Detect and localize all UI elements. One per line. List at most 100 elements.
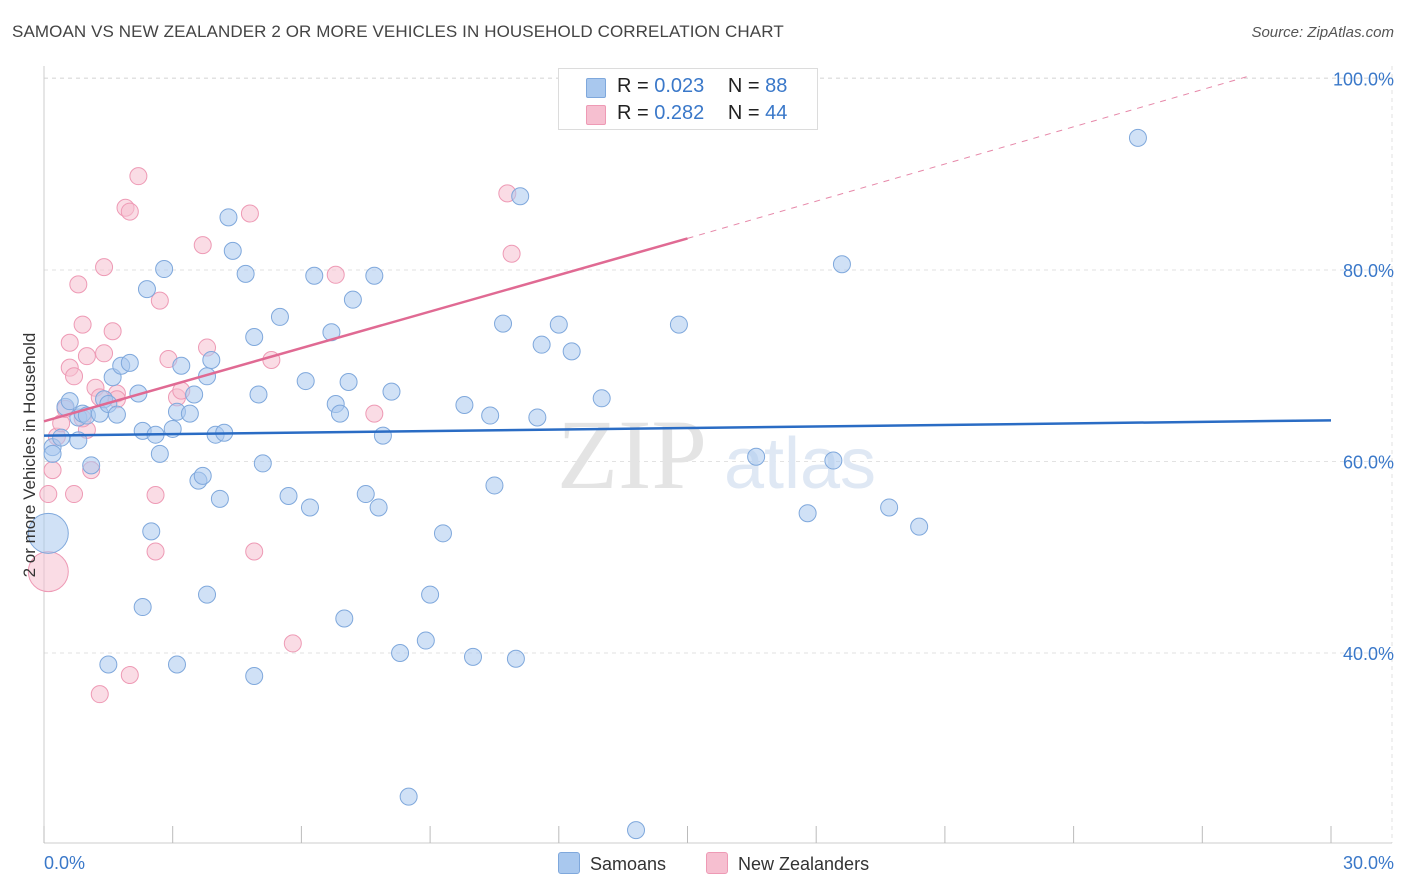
samoans-point <box>253 454 272 473</box>
r-label: R = <box>617 75 649 97</box>
samoans-point <box>416 631 435 650</box>
samoans-point <box>506 649 525 668</box>
samoans-point <box>193 466 212 485</box>
samoans-point <box>433 524 452 543</box>
samoans-point <box>910 517 929 536</box>
nz-point <box>65 485 84 504</box>
nz-trend-extension <box>687 75 1252 239</box>
samoans-point <box>356 485 375 504</box>
samoans-point <box>202 351 221 370</box>
samoans-swatch <box>586 78 606 98</box>
samoans-point <box>107 405 126 424</box>
nz-point <box>43 461 62 480</box>
samoans-point <box>296 372 315 391</box>
samoans-point <box>481 406 500 425</box>
y-tick-label: 60.0% <box>1343 453 1394 473</box>
source-label: Source: ZipAtlas.com <box>1251 24 1394 41</box>
samoans-point <box>391 644 410 662</box>
samoans-point <box>167 655 186 674</box>
samoans-point <box>365 266 384 285</box>
watermark: ZIP atlas <box>557 399 876 510</box>
n-label: N = <box>727 75 760 97</box>
samoans-point <box>60 392 79 411</box>
samoans-point <box>747 447 766 466</box>
samoans-point <box>27 512 69 554</box>
samoans-point <box>133 598 152 617</box>
samoans-point <box>832 255 851 274</box>
samoans-point <box>52 428 71 447</box>
nz-swatch <box>586 105 606 125</box>
samoans-point <box>455 396 474 415</box>
x-tick-label: 0.0% <box>44 853 85 873</box>
samoans-point <box>82 456 101 475</box>
samoans-legend-label: Samoans <box>590 854 667 874</box>
nz-point <box>150 291 169 310</box>
samoans-point <box>382 382 401 401</box>
r-label: R = <box>617 102 649 124</box>
nz-point <box>90 685 109 704</box>
y-axis-label: 2 or more Vehicles in Household <box>20 332 39 578</box>
samoans-point <box>43 444 62 463</box>
samoans-point <box>798 504 817 523</box>
samoans-point <box>494 314 513 333</box>
nz-point <box>245 542 264 561</box>
samoans-points <box>27 128 1147 840</box>
r-value: 0.023 <box>654 75 705 97</box>
y-tick-label: 100.0% <box>1333 70 1394 90</box>
axes <box>43 66 1392 844</box>
samoans-point <box>562 342 581 361</box>
samoans-point <box>219 208 238 227</box>
trend-lines <box>43 75 1332 437</box>
samoans-point <box>511 187 530 206</box>
samoans-point <box>245 666 264 685</box>
samoans-point <box>249 385 268 404</box>
samoans-point <box>592 389 611 408</box>
samoans-point <box>399 787 418 806</box>
n-value: 88 <box>765 75 788 97</box>
x-tick-label: 30.0% <box>1343 853 1394 873</box>
nz-point <box>120 666 139 685</box>
n-label: N = <box>727 102 760 124</box>
samoans-point <box>485 476 504 495</box>
samoans-point <box>1128 128 1147 147</box>
y-tick-label: 80.0% <box>1343 261 1394 281</box>
samoans-point <box>137 280 156 299</box>
gridlines <box>44 66 1393 843</box>
nz-point <box>73 315 92 334</box>
nz-point <box>326 265 345 284</box>
nz-point <box>95 258 114 277</box>
nz-legend-swatch <box>706 852 728 874</box>
samoans-point <box>421 585 440 604</box>
samoans-point <box>150 444 169 463</box>
nz-point <box>129 167 148 186</box>
samoans-point <box>669 315 688 334</box>
samoans-point <box>880 498 899 517</box>
samoans-point <box>180 404 199 423</box>
r-value: 0.282 <box>654 102 705 124</box>
samoans-point <box>142 522 161 541</box>
watermark-atlas: atlas <box>724 424 876 504</box>
legend-row-samoans: R = 0.023 N = 88 <box>586 75 788 98</box>
samoans-point <box>373 426 392 445</box>
correlation-legend: R = 0.023 N = 88 R = 0.282 N = 44 <box>558 68 818 130</box>
nz-point <box>95 344 114 363</box>
nz-point <box>240 204 259 223</box>
samoans-point <box>172 356 191 375</box>
nz-point <box>65 367 84 386</box>
nz-point <box>193 236 212 255</box>
samoans-point <box>210 489 229 508</box>
samoans-point <box>331 404 350 423</box>
samoans-point <box>99 655 118 674</box>
watermark-zip: ZIP <box>557 399 707 510</box>
samoans-point <box>464 647 482 666</box>
samoans-point <box>120 353 139 372</box>
samoans-point <box>223 241 242 260</box>
nz-point <box>365 404 384 423</box>
legend-nz: New Zealanders <box>706 852 869 875</box>
nz-point <box>502 244 521 263</box>
samoans-point <box>528 408 547 427</box>
nz-point <box>69 275 88 294</box>
nz-point <box>120 202 139 221</box>
nz-point <box>60 333 79 352</box>
